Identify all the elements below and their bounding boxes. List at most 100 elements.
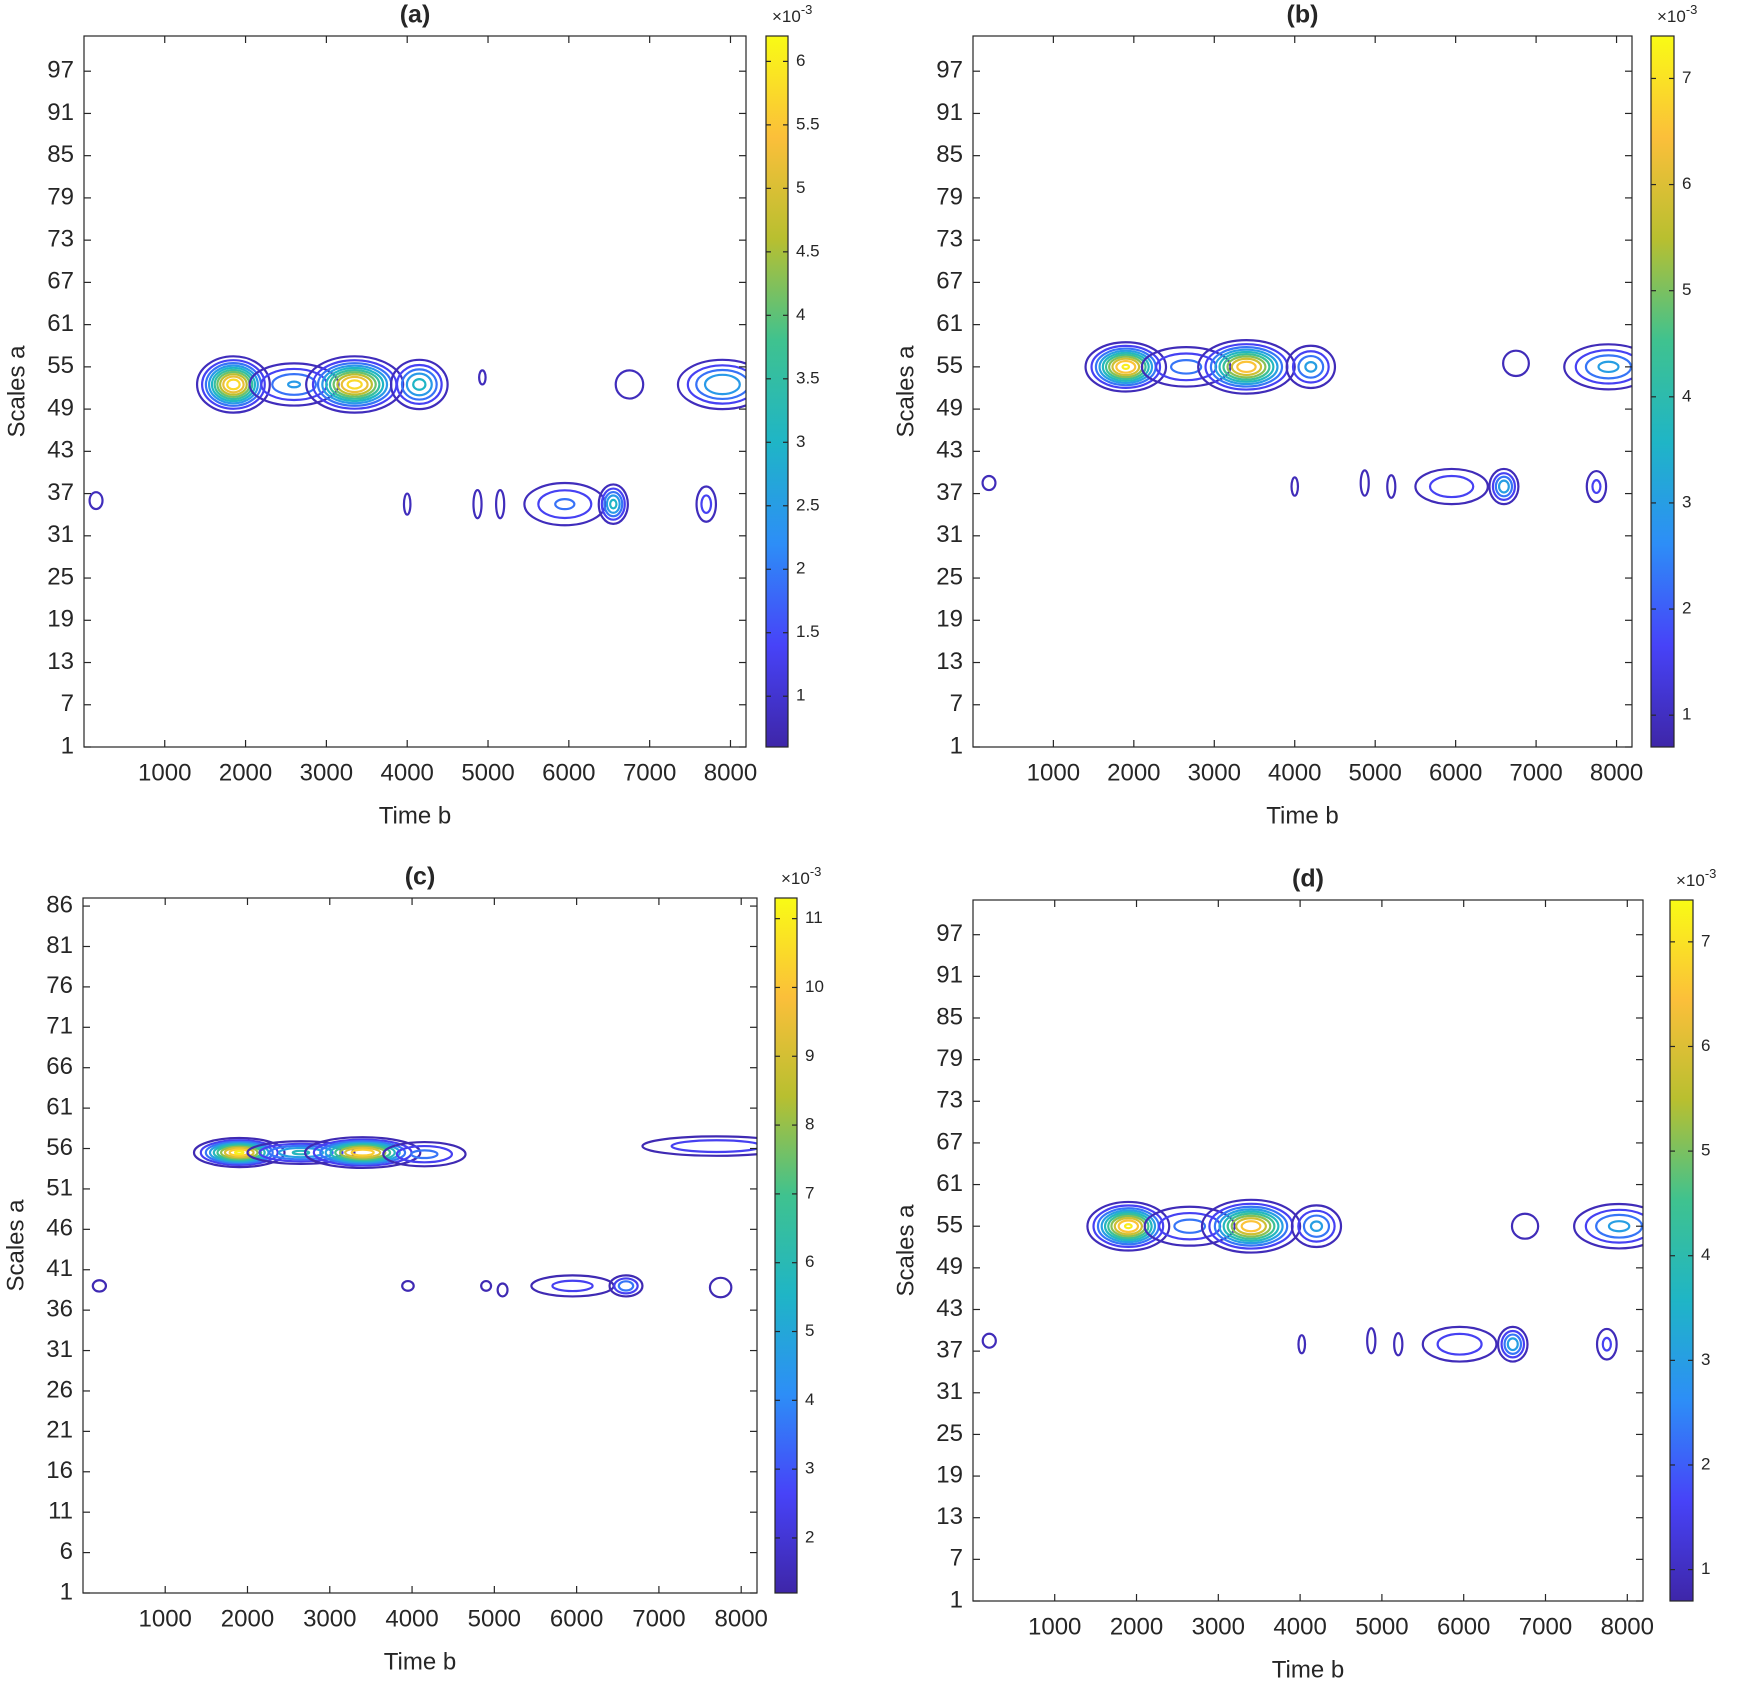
colorbar-tick-label: 2 — [1682, 599, 1691, 618]
contour-line — [1086, 1200, 1171, 1252]
y-tick-label: 73 — [936, 225, 963, 252]
colorbar-tick-label: 4 — [1701, 1245, 1710, 1264]
y-tick-label: 25 — [47, 563, 74, 590]
contour-line — [1240, 1220, 1262, 1233]
y-tick-label: 51 — [46, 1174, 73, 1201]
colorbar-tick-label: 10 — [805, 977, 824, 996]
contour-line — [1290, 1204, 1343, 1249]
contour-line — [332, 371, 377, 398]
panel-title: (c) — [405, 863, 436, 891]
contour-line — [223, 1146, 255, 1159]
x-tick-label: 4000 — [1268, 759, 1321, 786]
colorbar-tick-label: 4 — [805, 1390, 814, 1409]
contour-line — [981, 474, 997, 492]
colorbar-tick-label: 2 — [805, 1527, 814, 1546]
contour-line — [1169, 359, 1203, 375]
contour-line — [1309, 1220, 1324, 1233]
y-tick-label: 43 — [936, 437, 963, 464]
contour-line — [1098, 349, 1154, 385]
colorbar-multiplier: ×10-3 — [1676, 866, 1716, 890]
y-tick-label: 37 — [936, 479, 963, 506]
y-tick-label: 36 — [46, 1295, 73, 1322]
contour-line — [1500, 1329, 1526, 1359]
contour-line — [246, 1140, 356, 1165]
colorbar-tick-label: 7 — [1701, 931, 1710, 950]
y-tick-label: 61 — [936, 1170, 963, 1197]
x-tick-label: 2000 — [1107, 759, 1160, 786]
contour-line — [1107, 1213, 1150, 1240]
x-tick-label: 3000 — [1188, 759, 1241, 786]
y-tick-label: 13 — [936, 1503, 963, 1530]
contour-line — [412, 378, 427, 391]
contour-line — [207, 364, 259, 405]
y-tick-label: 13 — [936, 648, 963, 675]
contour-line — [703, 373, 741, 396]
contour-line — [389, 358, 449, 411]
contour-line — [1143, 1205, 1236, 1247]
x-tick-label: 1000 — [139, 1605, 192, 1632]
colorbar-tick-label: 6 — [796, 51, 805, 70]
x-tick-label: 1000 — [138, 759, 191, 786]
contour-line — [1591, 479, 1602, 495]
contour-line — [210, 366, 257, 403]
y-tick-label: 55 — [47, 352, 74, 379]
contour-line — [204, 1140, 274, 1165]
x-tick-label: 2000 — [221, 1605, 274, 1632]
contour-line — [334, 1144, 392, 1161]
contour-line — [219, 373, 248, 396]
contour-line — [1103, 1211, 1153, 1242]
colorbar-tick-label: 1.5 — [796, 622, 820, 641]
colorbar-multiplier: ×10-3 — [772, 2, 812, 26]
contour-line — [600, 487, 626, 521]
contour-line — [1222, 353, 1271, 381]
contour-line — [1285, 344, 1337, 390]
colorbar-tick-label: 7 — [805, 1183, 814, 1202]
contour-line — [700, 494, 713, 514]
contour-line — [1601, 1336, 1612, 1352]
y-tick-label: 76 — [46, 972, 73, 999]
colorbar-tick-label: 8 — [805, 1115, 814, 1134]
colorbar-tick-label: 5 — [1701, 1141, 1710, 1160]
y-axis-label: Scales a — [892, 345, 919, 438]
y-tick-label: 43 — [936, 1295, 963, 1322]
contour-line — [617, 1280, 635, 1292]
y-tick-label: 61 — [46, 1093, 73, 1120]
contour-line — [1173, 1218, 1207, 1234]
y-tick-label: 91 — [936, 99, 963, 126]
contour-line — [1197, 339, 1296, 395]
y-tick-label: 21 — [46, 1417, 73, 1444]
contour-line — [551, 1279, 594, 1293]
y-tick-label: 66 — [46, 1053, 73, 1080]
contour-line — [1506, 1337, 1519, 1352]
contour-line — [1123, 1223, 1133, 1230]
plot-frame — [82, 897, 758, 1594]
contour-line — [1297, 1209, 1336, 1243]
x-tick-label: 8000 — [1590, 759, 1643, 786]
contour-line — [400, 368, 438, 401]
contour-line — [277, 1146, 324, 1159]
contour-line — [1218, 350, 1275, 383]
colorbar-tick-label: 4 — [796, 305, 805, 324]
x-tick-label: 7000 — [1509, 759, 1562, 786]
colorbar-tick-label: 5 — [1682, 280, 1691, 299]
multiplier-exponent: -3 — [801, 2, 813, 17]
contour-line — [395, 363, 443, 406]
contours — [91, 1135, 757, 1299]
x-tick-label: 7000 — [1519, 1613, 1572, 1640]
y-tick-label: 73 — [936, 1087, 963, 1114]
contour-line — [1302, 1214, 1331, 1238]
colorbar-tick-label: 1 — [1701, 1559, 1710, 1578]
contour-line — [614, 369, 645, 400]
x-axis-label: Time b — [1272, 1656, 1344, 1683]
y-tick-label: 41 — [46, 1255, 73, 1282]
y-tick-label: 67 — [936, 268, 963, 295]
contour-line — [1235, 1217, 1267, 1236]
y-tick-label: 97 — [47, 57, 74, 84]
y-tick-label: 13 — [47, 648, 74, 675]
contour-line — [1563, 343, 1632, 391]
contour-line — [1502, 349, 1530, 378]
contour-line — [1585, 469, 1608, 504]
x-tick-label: 5000 — [1348, 759, 1401, 786]
colorbar-tick-label: 2.5 — [796, 495, 820, 514]
